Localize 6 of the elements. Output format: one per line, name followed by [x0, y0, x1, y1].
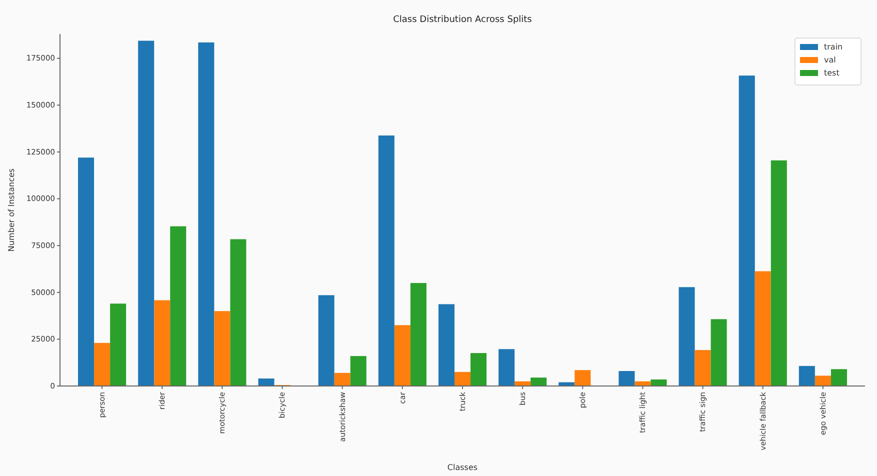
- y-axis-title: Number of Instances: [7, 168, 16, 252]
- chart-title: Class Distribution Across Splits: [393, 15, 532, 25]
- x-axis-title: Classes: [447, 463, 478, 472]
- legend-label: train: [824, 42, 843, 52]
- legend-label: val: [824, 56, 836, 65]
- legend-label: test: [824, 68, 840, 78]
